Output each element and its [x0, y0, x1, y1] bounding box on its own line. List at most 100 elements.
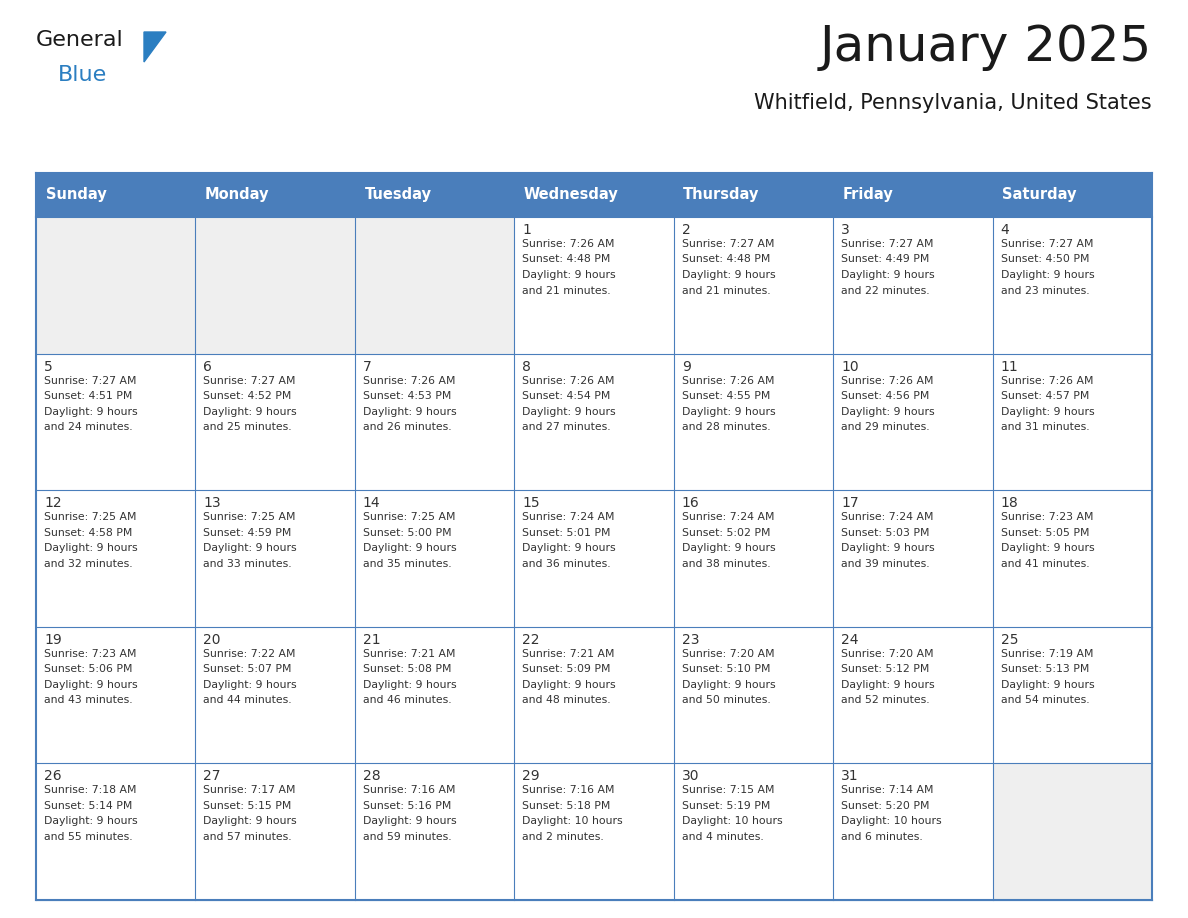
Text: Daylight: 9 hours: Daylight: 9 hours	[203, 407, 297, 417]
Text: and 54 minutes.: and 54 minutes.	[1000, 695, 1089, 705]
Text: Sunset: 5:14 PM: Sunset: 5:14 PM	[44, 800, 132, 811]
Text: Sunrise: 7:23 AM: Sunrise: 7:23 AM	[44, 649, 137, 659]
Text: 30: 30	[682, 769, 700, 783]
Text: and 21 minutes.: and 21 minutes.	[523, 285, 611, 296]
Text: Sunrise: 7:20 AM: Sunrise: 7:20 AM	[682, 649, 775, 659]
Text: Sunset: 5:01 PM: Sunset: 5:01 PM	[523, 528, 611, 538]
Text: 21: 21	[362, 633, 380, 647]
Text: Sunset: 4:48 PM: Sunset: 4:48 PM	[682, 254, 770, 264]
Bar	[36, 173, 1152, 217]
Text: Daylight: 9 hours: Daylight: 9 hours	[841, 407, 935, 417]
Text: Sunset: 5:08 PM: Sunset: 5:08 PM	[362, 665, 451, 675]
Text: and 41 minutes.: and 41 minutes.	[1000, 559, 1089, 568]
Text: Sunrise: 7:16 AM: Sunrise: 7:16 AM	[523, 786, 614, 795]
Text: Sunset: 5:19 PM: Sunset: 5:19 PM	[682, 800, 770, 811]
Text: Sunset: 4:53 PM: Sunset: 4:53 PM	[362, 391, 451, 401]
Bar	[36, 764, 196, 900]
Text: and 46 minutes.: and 46 minutes.	[362, 695, 451, 705]
Bar	[992, 353, 1152, 490]
Text: Daylight: 10 hours: Daylight: 10 hours	[523, 816, 623, 826]
Bar	[674, 353, 833, 490]
Bar	[196, 353, 355, 490]
Text: 7: 7	[362, 360, 372, 374]
Bar	[992, 217, 1152, 353]
Bar	[355, 490, 514, 627]
Text: Daylight: 9 hours: Daylight: 9 hours	[1000, 543, 1094, 554]
Text: 8: 8	[523, 360, 531, 374]
Text: Daylight: 9 hours: Daylight: 9 hours	[44, 816, 138, 826]
Text: 11: 11	[1000, 360, 1018, 374]
Text: 31: 31	[841, 769, 859, 783]
Text: Sunset: 4:59 PM: Sunset: 4:59 PM	[203, 528, 292, 538]
Text: Sunset: 5:07 PM: Sunset: 5:07 PM	[203, 665, 292, 675]
Text: Sunrise: 7:18 AM: Sunrise: 7:18 AM	[44, 786, 137, 795]
Text: Sunset: 5:05 PM: Sunset: 5:05 PM	[1000, 528, 1089, 538]
Text: Sunrise: 7:27 AM: Sunrise: 7:27 AM	[841, 239, 934, 249]
Text: Sunrise: 7:21 AM: Sunrise: 7:21 AM	[362, 649, 455, 659]
Text: 1: 1	[523, 223, 531, 237]
Text: Sunset: 4:49 PM: Sunset: 4:49 PM	[841, 254, 929, 264]
Bar	[514, 490, 674, 627]
Text: 23: 23	[682, 633, 700, 647]
Text: Monday: Monday	[206, 187, 270, 203]
Text: Sunrise: 7:24 AM: Sunrise: 7:24 AM	[841, 512, 934, 522]
Text: Sunday: Sunday	[45, 187, 106, 203]
Text: General: General	[36, 30, 124, 50]
Text: Sunrise: 7:26 AM: Sunrise: 7:26 AM	[523, 239, 614, 249]
Text: 25: 25	[1000, 633, 1018, 647]
Text: Daylight: 9 hours: Daylight: 9 hours	[362, 816, 456, 826]
Text: 24: 24	[841, 633, 859, 647]
Text: 15: 15	[523, 497, 539, 510]
Text: 26: 26	[44, 769, 62, 783]
Text: Daylight: 9 hours: Daylight: 9 hours	[523, 270, 615, 280]
Text: 19: 19	[44, 633, 62, 647]
Bar	[355, 627, 514, 764]
Text: Sunset: 4:54 PM: Sunset: 4:54 PM	[523, 391, 611, 401]
Bar	[992, 764, 1152, 900]
Text: Sunrise: 7:15 AM: Sunrise: 7:15 AM	[682, 786, 775, 795]
Text: 29: 29	[523, 769, 539, 783]
Text: Sunrise: 7:24 AM: Sunrise: 7:24 AM	[523, 512, 614, 522]
Text: Daylight: 9 hours: Daylight: 9 hours	[203, 543, 297, 554]
Text: and 38 minutes.: and 38 minutes.	[682, 559, 770, 568]
Text: Sunset: 5:06 PM: Sunset: 5:06 PM	[44, 665, 133, 675]
Text: Whitfield, Pennsylvania, United States: Whitfield, Pennsylvania, United States	[754, 93, 1152, 113]
Text: Daylight: 10 hours: Daylight: 10 hours	[682, 816, 783, 826]
Text: and 44 minutes.: and 44 minutes.	[203, 695, 292, 705]
Text: and 48 minutes.: and 48 minutes.	[523, 695, 611, 705]
Text: Tuesday: Tuesday	[365, 187, 431, 203]
Text: and 31 minutes.: and 31 minutes.	[1000, 422, 1089, 432]
Bar	[992, 627, 1152, 764]
Text: Sunrise: 7:24 AM: Sunrise: 7:24 AM	[682, 512, 775, 522]
Bar	[833, 217, 992, 353]
Text: and 32 minutes.: and 32 minutes.	[44, 559, 133, 568]
Text: Sunset: 4:51 PM: Sunset: 4:51 PM	[44, 391, 132, 401]
Text: and 50 minutes.: and 50 minutes.	[682, 695, 771, 705]
Text: 27: 27	[203, 769, 221, 783]
Text: and 29 minutes.: and 29 minutes.	[841, 422, 930, 432]
Text: and 26 minutes.: and 26 minutes.	[362, 422, 451, 432]
Text: Daylight: 9 hours: Daylight: 9 hours	[682, 680, 776, 689]
Text: Sunrise: 7:25 AM: Sunrise: 7:25 AM	[44, 512, 137, 522]
Text: Daylight: 9 hours: Daylight: 9 hours	[44, 680, 138, 689]
Text: Daylight: 9 hours: Daylight: 9 hours	[841, 680, 935, 689]
Text: Sunrise: 7:27 AM: Sunrise: 7:27 AM	[203, 375, 296, 386]
Text: Sunset: 5:20 PM: Sunset: 5:20 PM	[841, 800, 930, 811]
Text: 28: 28	[362, 769, 380, 783]
Text: Sunrise: 7:25 AM: Sunrise: 7:25 AM	[362, 512, 455, 522]
Text: Daylight: 9 hours: Daylight: 9 hours	[682, 270, 776, 280]
Bar	[674, 764, 833, 900]
Text: Sunset: 5:10 PM: Sunset: 5:10 PM	[682, 665, 770, 675]
Text: and 23 minutes.: and 23 minutes.	[1000, 285, 1089, 296]
Bar	[674, 627, 833, 764]
Text: 18: 18	[1000, 497, 1018, 510]
Bar	[514, 353, 674, 490]
Text: 10: 10	[841, 360, 859, 374]
Text: Daylight: 9 hours: Daylight: 9 hours	[841, 543, 935, 554]
Text: Sunset: 5:09 PM: Sunset: 5:09 PM	[523, 665, 611, 675]
Text: Sunset: 5:00 PM: Sunset: 5:00 PM	[362, 528, 451, 538]
Text: Sunrise: 7:17 AM: Sunrise: 7:17 AM	[203, 786, 296, 795]
Text: Sunrise: 7:16 AM: Sunrise: 7:16 AM	[362, 786, 455, 795]
Bar	[196, 217, 355, 353]
Text: and 52 minutes.: and 52 minutes.	[841, 695, 930, 705]
